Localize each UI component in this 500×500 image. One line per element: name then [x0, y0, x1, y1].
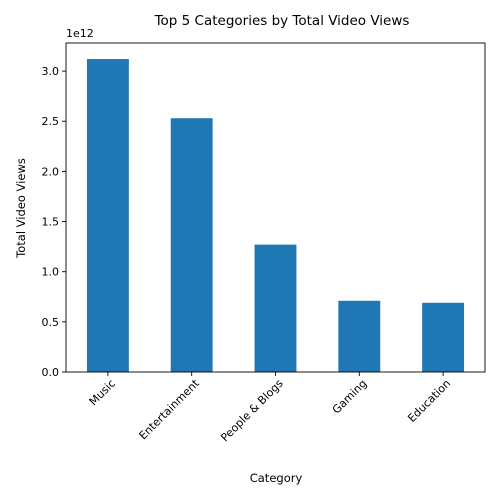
- x-tick-label: Entertainment: [137, 376, 203, 442]
- chart-title: Top 5 Categories by Total Video Views: [154, 13, 410, 29]
- bars-group: [86, 59, 465, 373]
- y-tick-label: 2.5: [42, 115, 60, 128]
- y-tick-label: 1.5: [42, 216, 60, 229]
- x-tick-label: People & Blogs: [218, 377, 285, 444]
- x-axis-label: Category: [250, 471, 303, 485]
- bar-education: [422, 302, 465, 372]
- bar-people-blogs: [254, 244, 297, 372]
- x-tick-label: Music: [87, 377, 118, 408]
- y-tick-label: 3.0: [42, 65, 60, 78]
- y-tick-label: 0.0: [42, 366, 60, 379]
- y-axis-offset-label: 1e12: [66, 27, 94, 40]
- bar-gaming: [338, 300, 381, 372]
- y-tick-label: 1.0: [42, 266, 60, 279]
- bar-entertainment: [170, 118, 213, 372]
- x-tick-label: Education: [405, 377, 453, 425]
- y-axis-label: Total Video Views: [14, 158, 28, 259]
- plot-frame: [65, 42, 486, 373]
- x-tick-label: Gaming: [330, 377, 370, 417]
- bar-music: [86, 59, 129, 373]
- y-tick-label: 0.5: [42, 316, 60, 329]
- y-tick-label: 2.0: [42, 165, 60, 178]
- y-ticks: 0.0 0.5 1.0 1.5 2.0 2.5 3.0: [42, 65, 66, 379]
- x-ticks: Music Entertainment People & Blogs Gaming Ed…: [87, 372, 453, 444]
- plot-area: 0.0 0.5 1.0 1.5 2.0 2.5 3.0 Music Entertainment…: [42, 42, 486, 444]
